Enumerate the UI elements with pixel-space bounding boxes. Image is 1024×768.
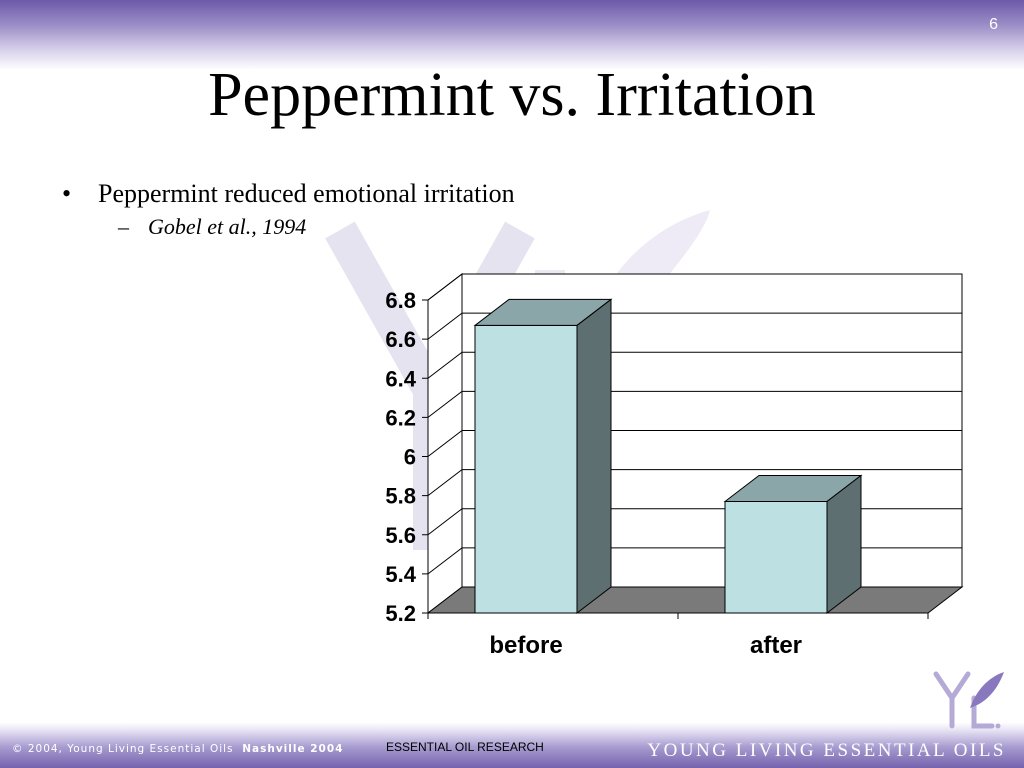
slide-number: 6	[989, 16, 998, 33]
dash-marker: –	[118, 214, 129, 239]
gridline	[427, 273, 962, 301]
bar-front-before	[474, 324, 578, 614]
y-tick-label: 5.8	[385, 484, 416, 509]
x-tick-label: before	[489, 632, 562, 659]
footer-brand-text: YOUNG LIVING ESSENTIAL OILS	[647, 740, 1006, 761]
bullet-item: • Peppermint reduced emotional irritatio…	[62, 180, 532, 208]
bar-side-after	[826, 474, 862, 615]
y-tick-label: 6.2	[385, 405, 416, 430]
bullet-text: Peppermint reduced emotional irritation	[98, 179, 515, 208]
slide-title: Peppermint vs. Irritation	[208, 61, 816, 129]
bar-side-before	[576, 298, 612, 615]
footer-band	[0, 722, 1024, 768]
bullet-dot: •	[62, 179, 72, 208]
copyright-text: © 2004, Young Living Essential Oils	[12, 743, 234, 755]
y-tick-label: 6.8	[385, 288, 416, 313]
y-tick-label: 6.6	[385, 327, 416, 352]
y-tick-label: 5.2	[385, 601, 416, 626]
gridline	[427, 390, 962, 418]
yl-logo	[933, 671, 1004, 729]
y-tick-label: 5.4	[385, 562, 416, 587]
citation-text: Gobel et al., 1994	[148, 214, 307, 239]
event-text: Nashville 2004	[242, 743, 344, 755]
gridline	[427, 469, 962, 497]
y-tick-label: 5.6	[385, 523, 416, 548]
footer-copyright: © 2004, Young Living Essential Oils Nash…	[12, 743, 343, 755]
bar-front-after	[724, 500, 828, 614]
gridline	[427, 351, 962, 379]
footer-center-text: ESSENTIAL OIL RESEARCH	[386, 740, 544, 754]
gridline	[427, 430, 962, 457]
sub-bullet-item: – Gobel et al., 1994	[62, 214, 532, 240]
gridline	[427, 312, 962, 340]
header-band	[0, 0, 1024, 70]
y-tick-label: 6.4	[385, 366, 416, 391]
y-tick-label: 6	[404, 445, 416, 470]
x-tick-label: after	[750, 632, 802, 659]
bullet-list: • Peppermint reduced emotional irritatio…	[62, 180, 532, 240]
